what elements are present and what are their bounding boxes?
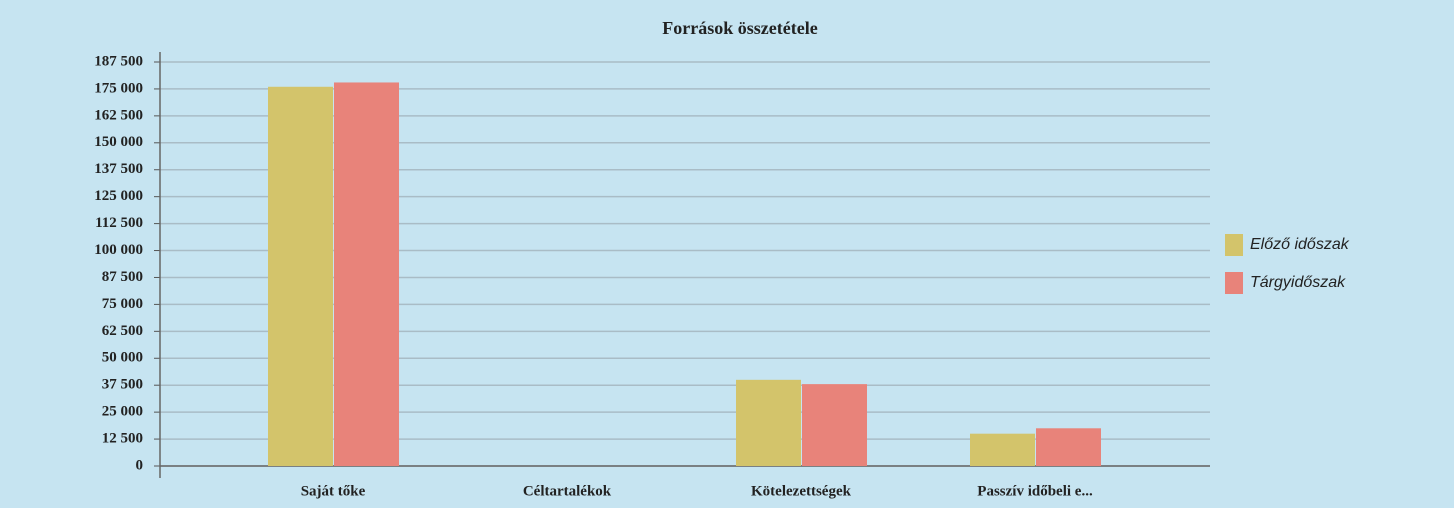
y-tick-label: 187 500 [94, 53, 143, 69]
y-tick-label: 0 [136, 457, 144, 473]
y-tick-label: 175 000 [94, 80, 143, 96]
y-tick-label: 112 500 [95, 215, 143, 231]
y-tick-label: 50 000 [102, 350, 143, 366]
legend-label: Tárgyidőszak [1250, 274, 1346, 291]
y-tick-label: 25 000 [102, 404, 143, 420]
legend-swatch [1225, 272, 1243, 294]
legend-swatch [1225, 234, 1243, 256]
legend-label: Előző időszak [1250, 236, 1350, 253]
y-tick-label: 137 500 [94, 161, 143, 177]
x-tick-label: Saját tőke [301, 483, 366, 499]
bar [1036, 428, 1101, 466]
bar [970, 433, 1035, 466]
y-tick-label: 162 500 [94, 107, 143, 123]
y-tick-label: 12 500 [102, 431, 143, 447]
x-tick-label: Céltartalékok [523, 483, 612, 499]
chart-title: Források összetétele [662, 18, 817, 38]
bar [268, 86, 333, 467]
y-tick-label: 150 000 [94, 134, 143, 150]
y-tick-label: 100 000 [94, 242, 143, 258]
bar [802, 384, 867, 466]
y-tick-label: 125 000 [94, 188, 143, 204]
y-tick-label: 75 000 [102, 296, 143, 312]
x-tick-label: Kötelezettségek [751, 483, 852, 499]
y-tick-label: 62 500 [102, 323, 143, 339]
y-tick-label: 37 500 [102, 377, 143, 393]
bar [736, 379, 801, 466]
bar [334, 82, 399, 466]
y-tick-label: 87 500 [102, 269, 143, 285]
x-tick-label: Passzív időbeli e... [977, 483, 1093, 499]
